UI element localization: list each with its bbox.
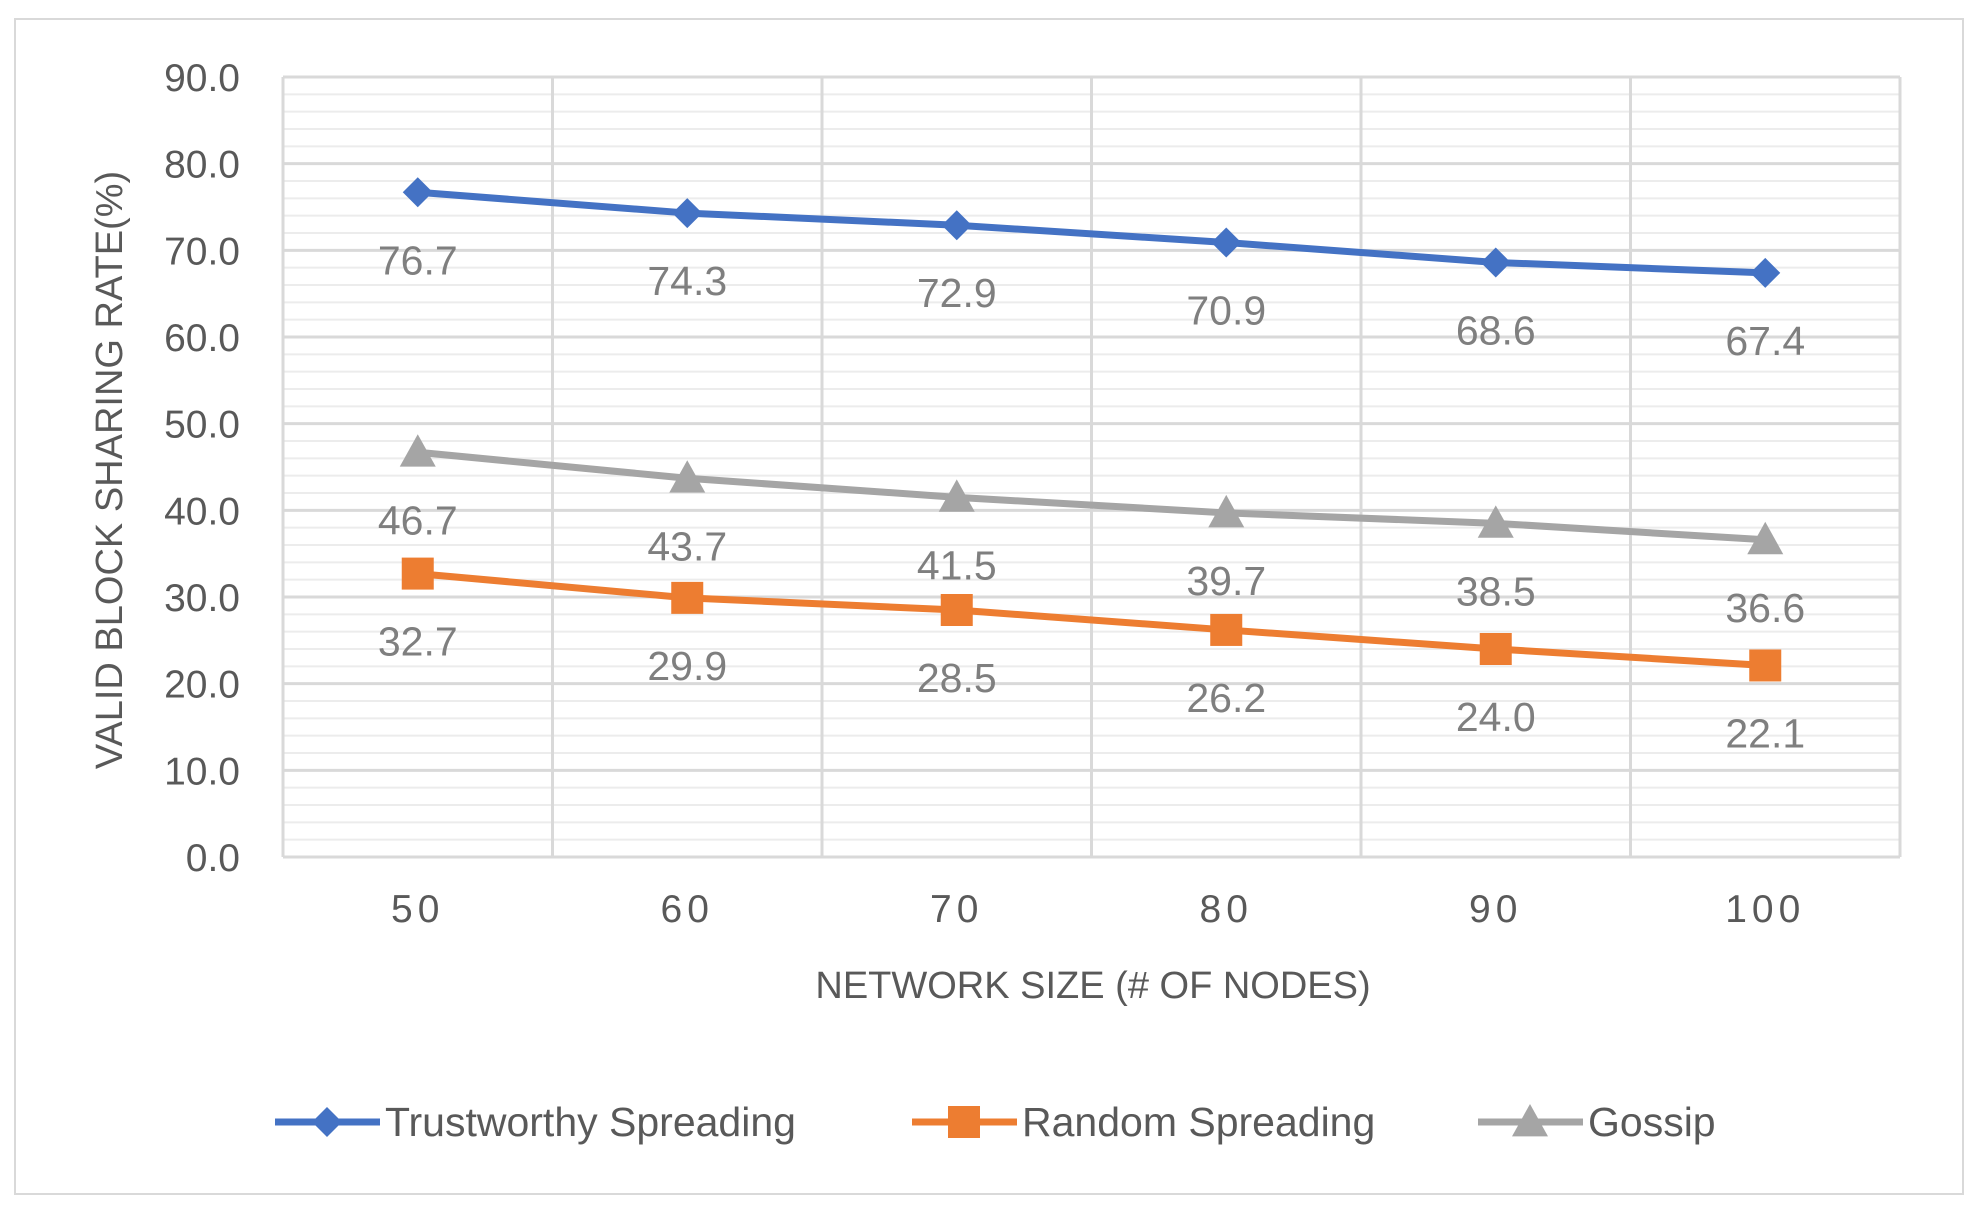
- legend-item: Random Spreading: [912, 1099, 1375, 1145]
- major-gridlines: [281, 75, 1902, 859]
- data-point: [1749, 649, 1782, 682]
- legend-item: Trustworthy Spreading: [275, 1099, 796, 1145]
- data-label: 38.5: [1456, 568, 1536, 614]
- data-label: 24.0: [1456, 694, 1536, 740]
- series-layer: [399, 177, 1784, 682]
- y-tick-label: 80.0: [164, 144, 240, 187]
- data-label: 72.9: [917, 270, 997, 316]
- x-tick-label: 100: [1725, 888, 1805, 931]
- legend-marker: [948, 1106, 980, 1138]
- x-axis-tick-labels: 50 60 70 80 90 100: [391, 888, 1805, 931]
- data-point: [671, 581, 704, 614]
- legend-label: Trustworthy Spreading: [385, 1099, 796, 1145]
- series-line: [414, 570, 1769, 669]
- x-axis-title: NETWORK SIZE (# OF NODES): [815, 965, 1370, 1007]
- y-tick-label: 90.0: [164, 57, 240, 100]
- y-tick-label: 30.0: [164, 577, 240, 620]
- y-axis-title: VALID BLOCK SHARING RATE(%): [89, 171, 131, 769]
- y-tick-label: 10.0: [164, 750, 240, 793]
- data-point: [1477, 505, 1514, 538]
- data-point: [938, 479, 975, 512]
- legend-marker: [312, 1107, 342, 1137]
- data-point: [1211, 227, 1242, 258]
- data-point: [399, 434, 436, 467]
- data-label: 67.4: [1725, 318, 1805, 364]
- data-point: [1480, 247, 1511, 278]
- data-point: [672, 198, 703, 229]
- data-label: 68.6: [1456, 307, 1536, 353]
- data-label: 28.5: [917, 655, 997, 701]
- data-point: [402, 177, 433, 208]
- data-label: 26.2: [1186, 675, 1266, 721]
- legend-item: Gossip: [1478, 1099, 1716, 1145]
- y-tick-label: 20.0: [164, 664, 240, 707]
- legend: Trustworthy Spreading Random Spreading Gos…: [275, 1099, 1716, 1145]
- data-label: 36.6: [1725, 585, 1805, 631]
- data-point: [1479, 633, 1512, 665]
- data-point: [401, 557, 434, 590]
- data-label: 29.9: [647, 643, 727, 689]
- data-label: 70.9: [1186, 288, 1266, 334]
- data-label: 39.7: [1186, 558, 1266, 604]
- x-tick-label: 60: [661, 888, 714, 931]
- data-label: 41.5: [917, 542, 997, 588]
- x-tick-label: 80: [1200, 888, 1253, 931]
- data-point: [1750, 257, 1781, 288]
- legend-label: Random Spreading: [1022, 1099, 1375, 1145]
- y-tick-label: 40.0: [164, 490, 240, 533]
- legend-label: Gossip: [1588, 1099, 1716, 1145]
- y-tick-label: 70.0: [164, 230, 240, 273]
- chart-frame: [14, 18, 1964, 1195]
- data-point: [940, 594, 973, 626]
- data-point: [1747, 521, 1784, 555]
- data-point: [669, 460, 706, 493]
- series-line: [414, 448, 1769, 544]
- data-label: 46.7: [378, 497, 458, 543]
- data-point: [1208, 494, 1245, 528]
- data-labels: 76.7 74.3 72.9 70.9 68.6 67.4 32.7 29.9 28.5 26.2…: [378, 237, 1805, 756]
- y-tick-label: 60.0: [164, 317, 240, 360]
- x-tick-label: 90: [1469, 888, 1522, 931]
- data-label: 76.7: [378, 237, 458, 283]
- x-tick-label: 70: [930, 888, 983, 931]
- legend-marker: [1512, 1104, 1548, 1137]
- data-label: 74.3: [647, 258, 727, 304]
- y-tick-label: 50.0: [164, 404, 240, 447]
- x-tick-label: 50: [391, 888, 444, 931]
- y-tick-label: 0.0: [186, 837, 240, 880]
- data-label: 22.1: [1725, 710, 1805, 756]
- data-point: [1210, 613, 1243, 646]
- y-axis-tick-labels: 0.0 10.0 20.0 30.0 40.0 50.0 60.0 70.0 80.0 90.0: [164, 57, 240, 880]
- data-label: 32.7: [378, 619, 458, 665]
- data-point: [941, 210, 972, 241]
- data-label: 43.7: [647, 523, 727, 569]
- series-line: [414, 188, 1769, 277]
